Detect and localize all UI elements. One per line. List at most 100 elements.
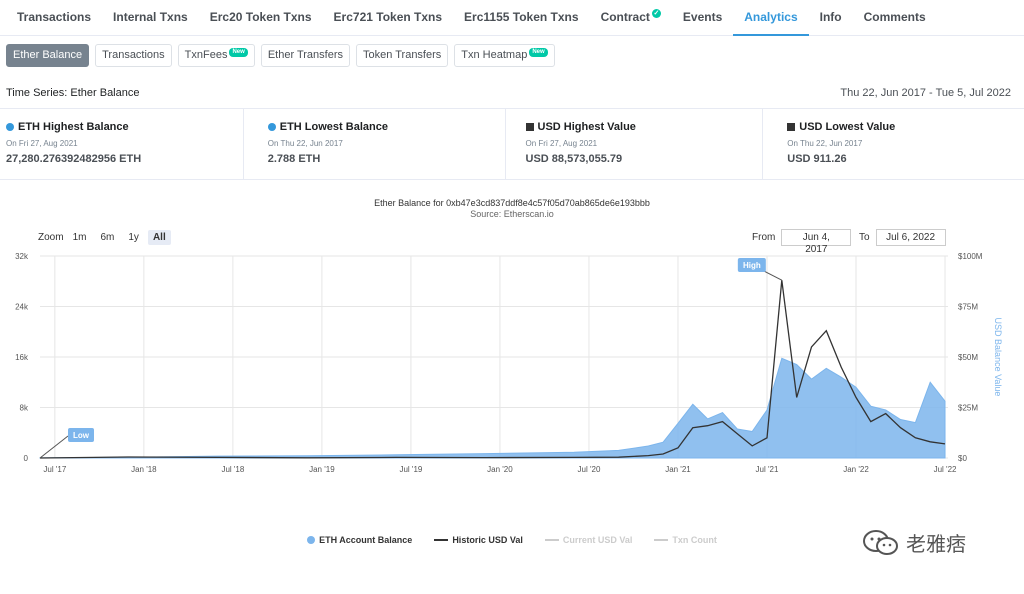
y-right-tick-label: $25M: [958, 404, 978, 413]
y-right-tick-label: $75M: [958, 303, 978, 312]
legend-eth-balance[interactable]: ETH Account Balance: [307, 535, 412, 545]
zoom-all-button[interactable]: All: [147, 230, 171, 245]
x-tick-label: Jul '18: [221, 465, 244, 474]
top-tabs: Transactions Internal Txns Erc20 Token T…: [0, 0, 1024, 36]
x-tick-label: Jan '19: [309, 465, 335, 474]
stat-eth-lowest: ETH Lowest Balance On Thu 22, Jun 2017 2…: [244, 109, 506, 179]
zoom-1m-button[interactable]: 1m: [72, 232, 87, 243]
zoom-1y-button[interactable]: 1y: [128, 232, 139, 243]
x-tick-label: Jan '18: [131, 465, 157, 474]
tab-contract-label: Contract: [600, 9, 650, 24]
low-connector: [39, 435, 69, 459]
subtab-txnfees-label: TxnFees: [184, 49, 228, 61]
chart-title: Ether Balance for 0xb47e3cd837ddf8e4c57f…: [374, 198, 650, 208]
high-flag: [737, 258, 766, 272]
legend-label: Txn Count: [672, 535, 717, 545]
eth-balance-area: [39, 357, 946, 459]
y-right-tick-label: $100M: [958, 252, 983, 261]
blue-dot-icon: [6, 123, 14, 131]
from-date-input[interactable]: Jun 4, 2017: [781, 229, 852, 255]
stat-usd-highest: USD Highest Value On Fri 27, Aug 2021 US…: [506, 109, 764, 179]
to-date-input[interactable]: Jul 6, 2022: [875, 229, 946, 246]
y-left-tick-label: 32k: [15, 252, 29, 261]
tab-erc721[interactable]: Erc721 Token Txns: [333, 9, 443, 24]
x-tick-label: Jul '22: [934, 465, 957, 474]
subtab-txn-heatmap-label: Txn Heatmap: [461, 49, 528, 61]
x-tick-label: Jul '17: [43, 465, 66, 474]
stat-date: On Fri 27, Aug 2021: [525, 139, 598, 148]
watermark-text: 老雅痞: [906, 534, 966, 556]
legend-txn-count[interactable]: Txn Count: [654, 535, 717, 545]
dark-square-icon: [525, 123, 534, 131]
high-connector: [761, 269, 783, 281]
y-right-tick-label: $0: [958, 454, 967, 463]
y-right-tick-label: $50M: [958, 353, 978, 362]
watermark: 老雅痞: [862, 528, 966, 557]
new-badge: New: [229, 48, 248, 57]
x-tick-label: Jul '20: [578, 465, 601, 474]
new-badge: New: [529, 48, 548, 57]
analytics-subtabs: Ether Balance Transactions TxnFees New Et…: [6, 44, 555, 67]
range-from: From Jun 4, 2017: [752, 229, 852, 255]
from-label: From: [752, 232, 776, 243]
verified-check-icon: ✓: [651, 8, 661, 18]
subtab-ether-transfers[interactable]: Ether Transfers: [260, 44, 351, 67]
x-tick-label: Jan '22: [843, 465, 869, 474]
subtab-token-transfers[interactable]: Token Transfers: [356, 44, 449, 67]
subtab-txnfees[interactable]: TxnFees New: [177, 44, 255, 67]
x-tick-label: Jan '21: [665, 465, 691, 474]
x-tick-label: Jul '19: [399, 465, 422, 474]
y-left-tick-label: 0: [24, 454, 29, 463]
legend-dot-icon: [307, 536, 316, 544]
low-flag-label: Low: [73, 431, 90, 440]
legend-line-icon: [544, 539, 559, 541]
zoom-label: Zoom: [38, 232, 64, 243]
stats-row: ETH Highest Balance On Fri 27, Aug 2021 …: [0, 108, 1024, 180]
stat-title: USD Highest Value: [537, 121, 636, 133]
subtab-ether-balance[interactable]: Ether Balance: [6, 44, 90, 67]
stat-value: USD 911.26: [787, 153, 847, 165]
x-tick-label: Jul '21: [756, 465, 779, 474]
stat-value: USD 88,573,055.79: [525, 153, 623, 165]
y-left-tick-label: 16k: [15, 353, 29, 362]
subtab-transactions[interactable]: Transactions: [95, 44, 172, 67]
dark-square-icon: [787, 123, 796, 131]
historic-usd-line: [39, 280, 946, 459]
subtab-txn-heatmap[interactable]: Txn Heatmap New: [454, 44, 555, 67]
stat-date: On Fri 27, Aug 2021: [6, 139, 78, 148]
legend-current-usd[interactable]: Current USD Val: [544, 535, 633, 545]
zoom-6m-button[interactable]: 6m: [100, 232, 115, 243]
tab-internal-txns[interactable]: Internal Txns: [113, 9, 188, 24]
tab-info[interactable]: Info: [819, 9, 842, 24]
low-flag: [68, 428, 94, 442]
time-series-range: Thu 22, Jun 2017 - Tue 5, Jul 2022: [840, 87, 1011, 99]
legend-line-icon: [654, 539, 669, 541]
y-right-axis-label: USD Balance Value: [993, 318, 1003, 397]
legend-historic-usd[interactable]: Historic USD Val: [434, 535, 523, 545]
wechat-icon: [863, 529, 898, 555]
zoom-controls: Zoom 1m 6m 1y All: [38, 230, 171, 245]
stat-title: USD Lowest Value: [799, 121, 896, 133]
range-to: To Jul 6, 2022: [859, 229, 946, 246]
chart-subtitle: Source: Etherscan.io: [470, 209, 554, 219]
stat-date: On Thu 22, Jun 2017: [787, 139, 863, 148]
tab-transactions[interactable]: Transactions: [17, 9, 92, 24]
tab-contract[interactable]: Contract ✓: [590, 0, 672, 36]
stat-usd-lowest: USD Lowest Value On Thu 22, Jun 2017 USD…: [763, 109, 1024, 179]
stat-eth-highest: ETH Highest Balance On Fri 27, Aug 2021 …: [0, 109, 244, 179]
tab-comments[interactable]: Comments: [863, 9, 926, 24]
y-left-tick-label: 24k: [15, 303, 29, 312]
legend-line-icon: [434, 539, 449, 541]
legend-label: ETH Account Balance: [319, 535, 413, 545]
x-tick-label: Jan '20: [487, 465, 513, 474]
stat-value: 2.788 ETH: [267, 153, 321, 165]
tab-erc20[interactable]: Erc20 Token Txns: [209, 9, 312, 24]
stat-value: 27,280.276392482956 ETH: [6, 153, 142, 165]
time-series-label: Time Series: Ether Balance: [6, 87, 140, 99]
tab-events[interactable]: Events: [682, 9, 723, 24]
tab-erc1155[interactable]: Erc1155 Token Txns: [464, 9, 579, 24]
tab-analytics[interactable]: Analytics: [733, 0, 809, 36]
legend-label: Current USD Val: [562, 535, 633, 545]
stat-date: On Thu 22, Jun 2017: [267, 139, 343, 148]
high-flag-label: High: [743, 261, 761, 270]
